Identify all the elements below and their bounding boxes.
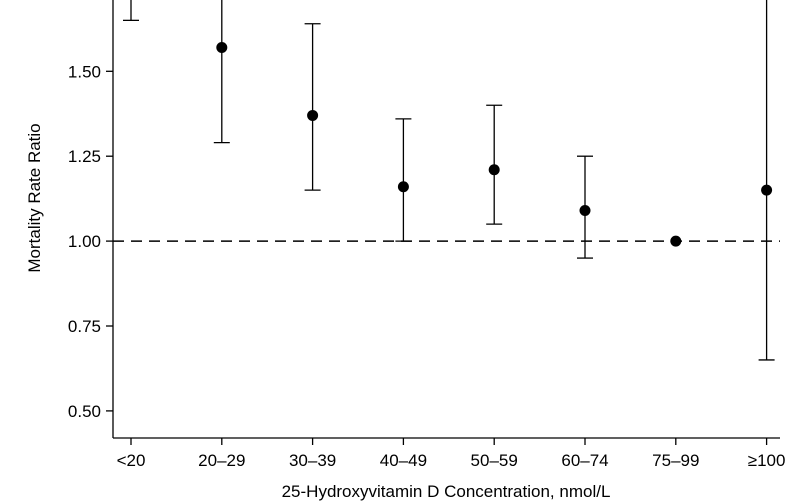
y-axis-title: Mortality Rate Ratio [25, 123, 44, 272]
x-axis-ticks: <20 20–29 30–39 40–49 50–59 60–74 75–99 ≥100 [117, 438, 786, 470]
x-tick-label: 50–59 [471, 451, 518, 470]
y-axis-ticks: 0.500.751.001.251.501.752.002.252.502.75 [68, 62, 113, 421]
x-tick-label: <20 [117, 451, 146, 470]
x-tick-label: ≥100 [748, 451, 786, 470]
plot-area [112, 0, 780, 439]
data-point [397, 181, 409, 193]
y-tick-label: 1.50 [68, 62, 101, 81]
data-point [307, 109, 319, 121]
y-tick-label: 0.50 [68, 402, 101, 421]
x-tick-label: 20–29 [198, 451, 245, 470]
x-tick-label: 75–99 [652, 451, 699, 470]
y-tick-label: 1.25 [68, 147, 101, 166]
y-tick-label: 1.00 [68, 232, 101, 251]
x-axis-title: 25-Hydroxyvitamin D Concentration, nmol/… [282, 482, 611, 501]
data-point [670, 235, 682, 247]
data-point [488, 164, 500, 176]
y-tick-label: 0.75 [68, 317, 101, 336]
x-tick-label: 30–39 [289, 451, 336, 470]
x-tick-label: 60–74 [561, 451, 608, 470]
data-series [123, 0, 775, 361]
data-point [761, 184, 773, 196]
data-point [579, 205, 591, 217]
data-point [216, 42, 228, 54]
x-tick-label: 40–49 [380, 451, 427, 470]
